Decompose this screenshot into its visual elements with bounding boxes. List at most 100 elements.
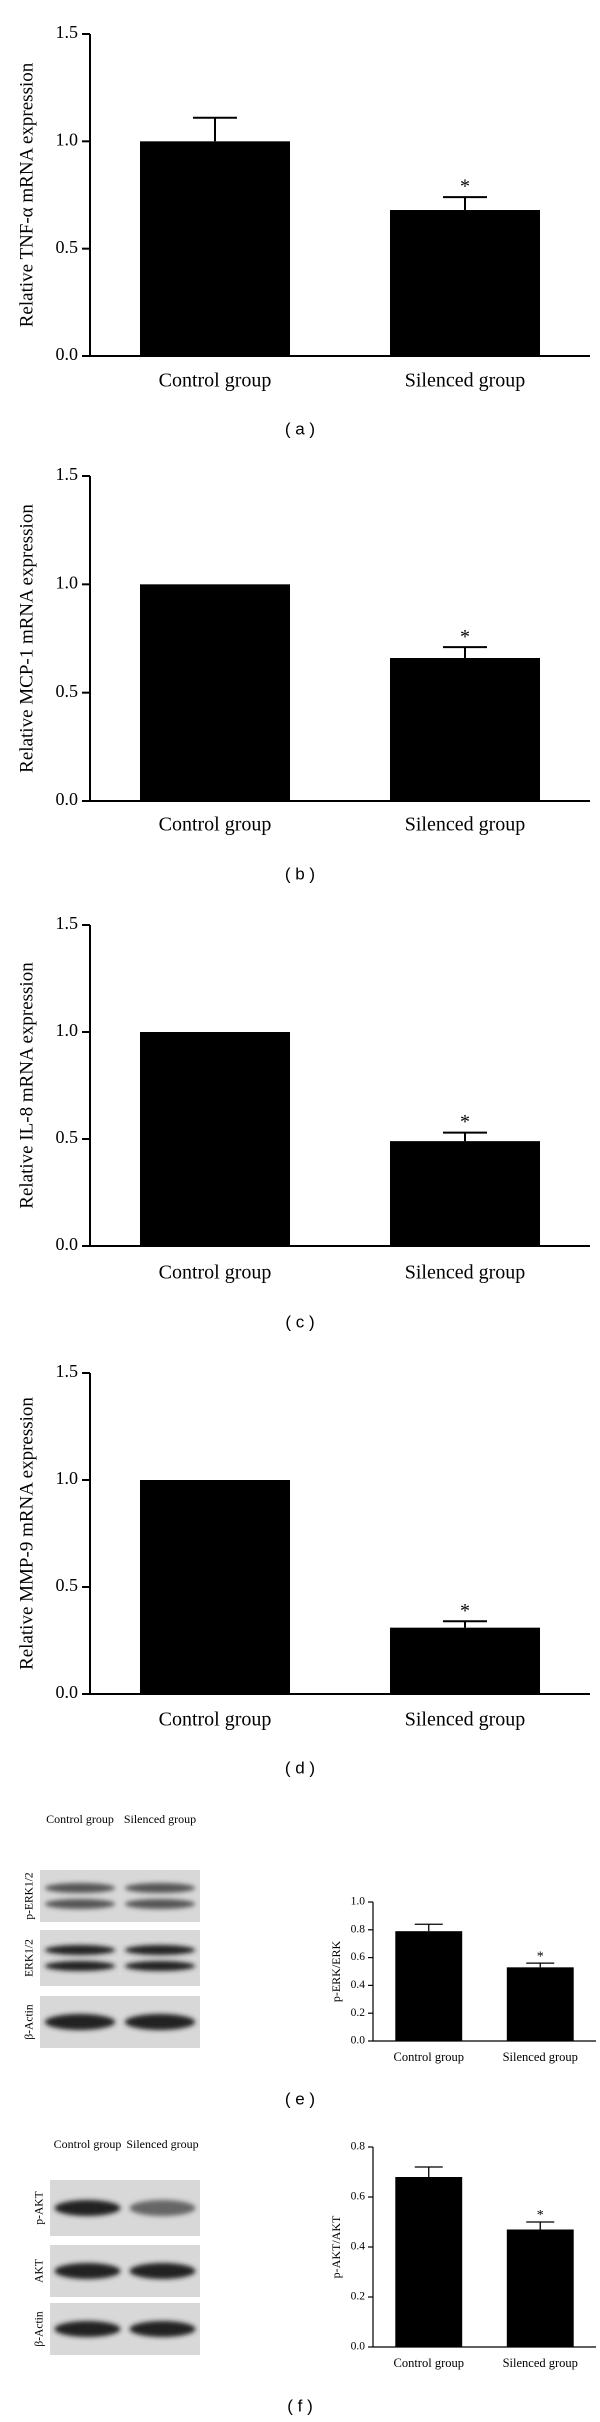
y-tick-label: 1.5 (56, 22, 79, 42)
significance-marker: * (460, 1111, 470, 1133)
bar (506, 2229, 574, 2347)
blot-row-label: β-Actin (34, 2311, 46, 2346)
blot-panel (40, 1930, 200, 1986)
blot-row-label: p-ERK1/2 (24, 1872, 36, 1920)
y-tick-label: 0.0 (56, 789, 79, 809)
y-tick-label: 0.2 (351, 2007, 366, 2019)
blot-band (44, 1961, 116, 1971)
panel-label: ( f ) (287, 2396, 313, 2415)
blot-band (124, 1961, 196, 1971)
blot-panel (40, 1870, 200, 1922)
significance-marker: * (460, 176, 470, 198)
blot-band (44, 1883, 116, 1893)
blot-band (124, 1883, 196, 1893)
y-axis-label: p-ERK/ERK (329, 1941, 343, 2003)
bar (395, 1931, 463, 2041)
blot-band (129, 2200, 196, 2216)
y-tick-label: 1.5 (56, 1361, 79, 1381)
y-tick-label: 0.8 (351, 1923, 366, 1935)
error-bar (414, 1923, 443, 1932)
panel-label: ( b ) (285, 864, 315, 883)
significance-marker: * (537, 2208, 544, 2223)
x-tick-label: Control group (159, 1262, 272, 1284)
y-tick-label: 0.8 (351, 2141, 366, 2153)
x-tick-label: Control group (159, 814, 272, 836)
lane-label: Silenced group (126, 2137, 198, 2151)
blot-band (44, 1899, 116, 1909)
y-tick-label: 1.0 (56, 129, 79, 149)
significance-marker: * (537, 1949, 544, 1964)
y-axis-label: Relative MCP-1 mRNA expression (16, 504, 37, 773)
y-axis-label: Relative MMP-9 mRNA expression (16, 1397, 37, 1670)
y-tick-label: 1.0 (351, 1896, 366, 1908)
blot-band (54, 2263, 121, 2279)
y-tick-label: 0.5 (56, 1575, 79, 1595)
x-tick-label: Silenced group (405, 1262, 526, 1284)
bar (390, 1141, 540, 1246)
bar (140, 1032, 290, 1246)
blot-band (124, 1899, 196, 1909)
bar (140, 584, 290, 801)
error-bar (443, 1131, 487, 1142)
significance-marker: * (460, 626, 470, 648)
lane-label-text: Control group (46, 1812, 114, 1826)
error-bar (526, 2221, 555, 2230)
lane-label-text: Control group (54, 2137, 122, 2151)
lane-label: Silenced group (124, 1812, 196, 1826)
y-tick-label: 0.5 (56, 681, 79, 701)
x-tick-label: Silenced group (503, 2356, 578, 2370)
y-tick-label: 1.5 (56, 913, 79, 933)
bar (395, 2177, 463, 2347)
lane-label: Control group (54, 2137, 122, 2151)
bar (390, 1627, 540, 1694)
x-tick-label: Silenced group (405, 370, 526, 392)
y-tick-label: 0.5 (56, 237, 79, 257)
error-bar (193, 116, 237, 142)
bar (390, 210, 540, 356)
blot-row-label: β-Actin (24, 2004, 36, 2039)
panel-label: ( a ) (285, 419, 315, 438)
x-tick-label: Silenced group (405, 814, 526, 836)
blot-row-label: p-AKT (34, 2191, 46, 2224)
significance-marker: * (460, 1600, 470, 1622)
panel-label: ( e ) (285, 2089, 315, 2108)
blot-band (124, 2014, 196, 2030)
x-tick-label: Control group (394, 2356, 464, 2370)
x-tick-label: Control group (159, 370, 272, 392)
blot-row-label: ERK1/2 (24, 1939, 36, 1977)
blot-band (54, 2200, 121, 2216)
error-bar (443, 1620, 487, 1628)
y-tick-label: 0.6 (351, 1951, 366, 1963)
y-tick-label: 1.0 (56, 1020, 79, 1040)
x-tick-label: Silenced group (405, 1709, 526, 1731)
y-axis-label: Relative TNF-α mRNA expression (16, 62, 37, 327)
error-bar (414, 2166, 443, 2177)
panel-label: ( d ) (285, 1758, 315, 1777)
x-tick-label: Silenced group (503, 2050, 578, 2064)
y-tick-label: 0.4 (351, 2241, 366, 2253)
bar (506, 1967, 574, 2041)
bar (140, 1480, 290, 1694)
y-tick-label: 0.0 (56, 1234, 79, 1254)
x-tick-label: Control group (159, 1709, 272, 1731)
y-tick-label: 1.0 (56, 1468, 79, 1488)
y-tick-label: 0.0 (56, 1682, 79, 1702)
blot-band (44, 2014, 116, 2030)
bar (390, 658, 540, 801)
y-axis-label: Relative IL-8 mRNA expression (16, 962, 37, 1209)
y-tick-label: 0.5 (56, 1127, 79, 1147)
y-tick-label: 0.0 (351, 2035, 366, 2047)
y-tick-label: 0.2 (351, 2291, 366, 2303)
error-bar (443, 646, 487, 658)
lane-label-text: Silenced group (124, 1812, 196, 1826)
y-axis-label: p-AKT/AKT (329, 2215, 343, 2278)
error-bar (526, 1962, 555, 1968)
y-tick-label: 0.4 (351, 1979, 366, 1991)
y-tick-label: 1.5 (56, 464, 79, 484)
blot-row-label: AKT (34, 2259, 46, 2283)
error-bar (443, 196, 487, 211)
x-tick-label: Control group (394, 2050, 464, 2064)
lane-label: Control group (46, 1812, 114, 1826)
blot-band (129, 2321, 196, 2337)
